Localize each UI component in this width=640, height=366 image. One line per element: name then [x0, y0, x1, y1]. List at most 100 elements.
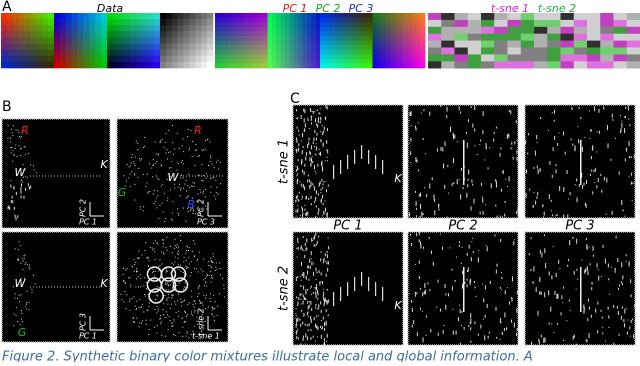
pixel	[324, 35, 330, 41]
pixel	[48, 13, 55, 20]
scatter-dot	[298, 129, 300, 132]
pixel	[507, 47, 521, 55]
bar-line	[382, 160, 384, 174]
scatter-dot	[169, 284, 171, 286]
scatter-dot	[512, 156, 514, 160]
pixel	[215, 49, 220, 55]
scatter-dot	[304, 297, 306, 300]
scatter-dot	[470, 206, 472, 211]
scatter-dot	[186, 250, 188, 252]
panel-label: A	[2, 0, 12, 15]
pixel	[207, 43, 214, 50]
scatter-dot	[201, 163, 203, 165]
pixel	[36, 61, 43, 69]
pixel	[428, 61, 442, 69]
pixel	[376, 58, 382, 64]
scatter-dot	[175, 288, 177, 290]
pixel	[289, 54, 295, 60]
scatter-dot	[190, 208, 192, 210]
scatter-dot	[322, 183, 324, 186]
cluster	[148, 288, 164, 304]
scatter-dot	[517, 207, 519, 213]
scatter-dot	[323, 210, 325, 215]
pixel	[189, 43, 196, 50]
scatter-dot	[212, 307, 214, 309]
scatter-dot	[318, 182, 320, 186]
scatter-dot	[315, 232, 317, 236]
scatter-dot	[125, 180, 127, 182]
pixel	[112, 37, 120, 44]
pixel	[613, 33, 627, 41]
scatter-dot	[429, 289, 431, 292]
pixel	[223, 63, 229, 69]
scatter-dot	[543, 211, 545, 216]
pixel	[71, 37, 78, 44]
scatter-dot	[495, 204, 497, 207]
scatter-dot	[172, 325, 174, 327]
scatter-dot	[315, 118, 317, 123]
scatter-dot	[494, 234, 496, 237]
pixel	[142, 49, 149, 57]
pixel	[263, 22, 268, 28]
pixel	[350, 35, 356, 41]
pixel	[223, 35, 229, 41]
scatter-dot	[586, 180, 588, 185]
scatter-dot	[134, 174, 136, 176]
pixel	[24, 43, 31, 50]
scatter-dot	[170, 167, 172, 169]
scatter-dot	[323, 257, 325, 260]
pixel	[54, 31, 61, 38]
pixel	[385, 58, 391, 64]
scatter-dot	[296, 330, 298, 333]
scatter-dot	[167, 129, 169, 131]
pixel	[306, 54, 312, 60]
scatter-dot	[185, 335, 187, 337]
scatter-dot	[510, 147, 512, 150]
pixel	[1, 49, 8, 57]
scatter-dot	[296, 344, 298, 348]
scatter-dot	[14, 154, 16, 156]
pixel	[381, 40, 386, 46]
scatter-dot	[166, 268, 168, 270]
pixel	[454, 13, 468, 21]
scatter-dot	[310, 158, 312, 163]
scatter-dot	[178, 310, 180, 312]
scatter-dot	[295, 315, 297, 317]
pixel	[219, 35, 225, 41]
scatter-dot	[215, 191, 217, 193]
scatter-dot	[307, 305, 309, 310]
scatter-dot	[154, 308, 156, 310]
pixel	[254, 63, 260, 69]
pixel	[341, 31, 347, 37]
scatter-dot	[533, 266, 535, 272]
pixel	[276, 35, 281, 41]
pixel	[236, 54, 242, 60]
pixel	[30, 25, 37, 32]
scatter-dot	[561, 295, 563, 300]
pixel	[337, 17, 343, 23]
pixel	[298, 54, 303, 60]
pixel	[420, 54, 426, 60]
scatter-dot	[129, 165, 131, 167]
scatter-dot	[298, 199, 300, 202]
scatter-dot	[202, 309, 204, 311]
scatter-dot	[178, 332, 180, 334]
scatter-dot	[558, 259, 560, 264]
pixel	[48, 25, 55, 32]
scatter-dot	[190, 185, 192, 187]
scatter-dot	[511, 141, 513, 145]
pixel	[390, 45, 395, 50]
scatter-dot	[163, 253, 165, 255]
scatter-dot	[157, 310, 159, 312]
scatter-dot	[135, 261, 137, 263]
scatter-dot	[303, 272, 305, 276]
scatter-dot	[295, 196, 297, 200]
scatter-dot	[451, 286, 453, 291]
scatter-dot	[205, 208, 207, 210]
scatter-dot	[17, 259, 19, 261]
pixel	[306, 31, 312, 37]
pixel	[302, 13, 308, 18]
pixel	[201, 25, 208, 32]
pixel	[171, 43, 178, 50]
pixel	[333, 26, 338, 32]
